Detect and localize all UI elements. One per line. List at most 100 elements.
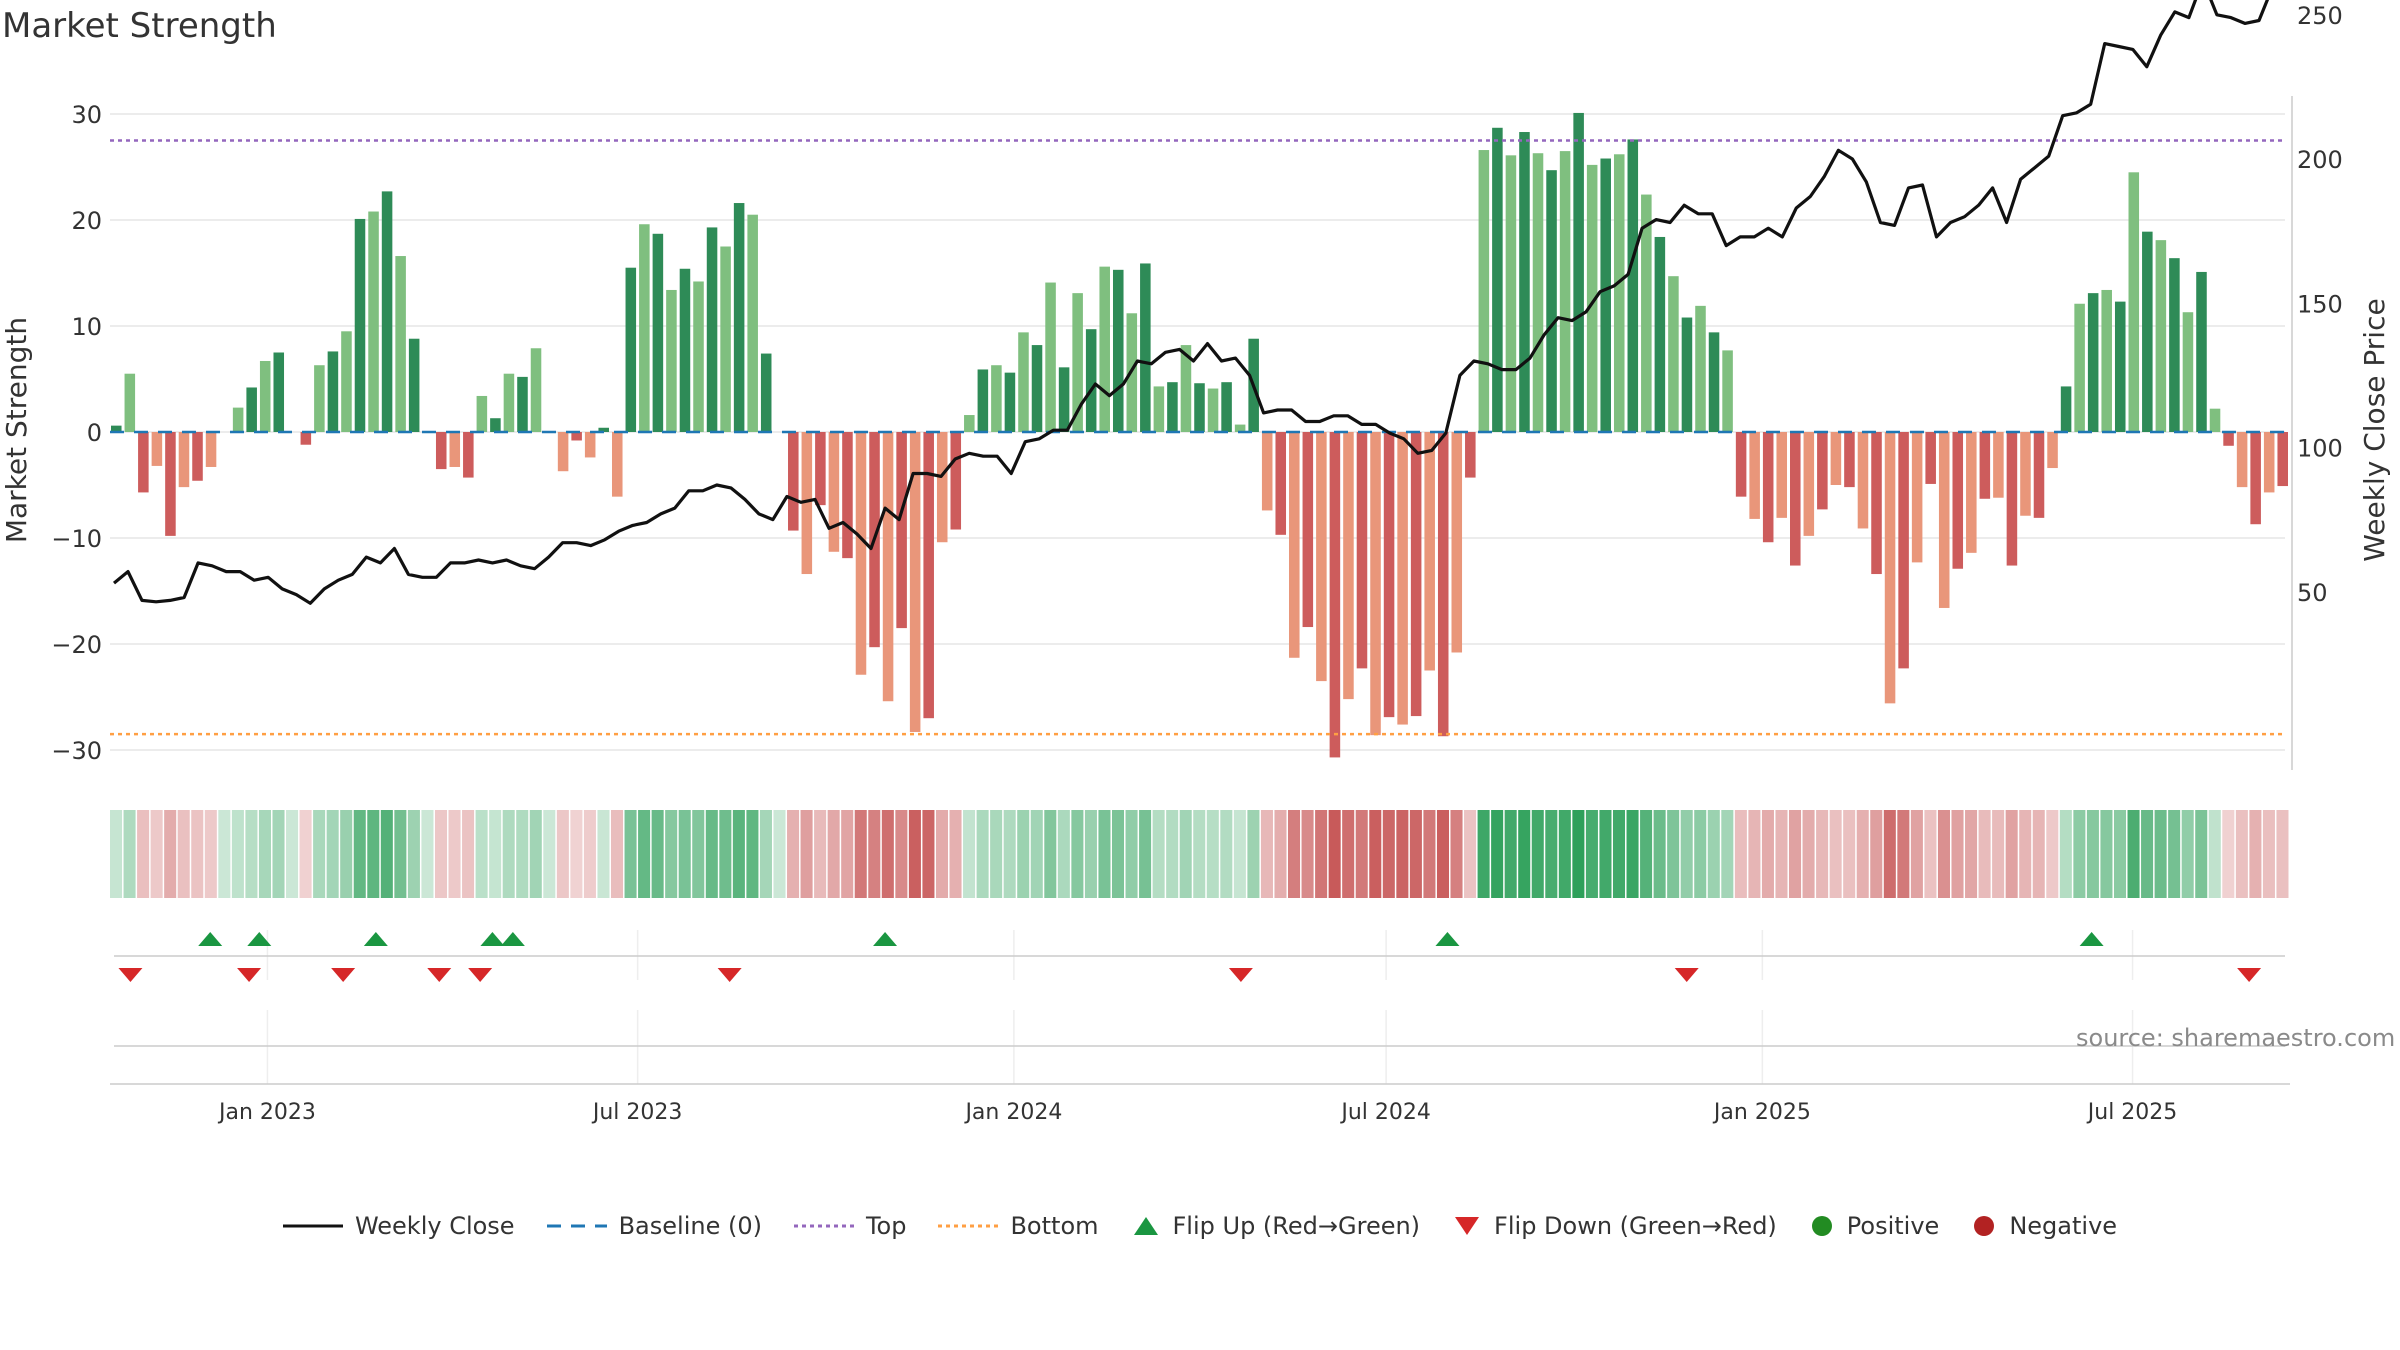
positive-bar [1180,345,1192,432]
legend-item-flip-up[interactable]: Flip Up (Red→Green) [1131,1212,1420,1240]
heat-cell [800,810,813,898]
heat-cell [2100,810,2113,898]
negative-bar [855,432,867,675]
negative-bar [1302,432,1314,628]
heat-cell [1125,810,1138,898]
heat-cell [299,810,312,898]
negative-bar [2250,432,2261,525]
y-axis-label: Market Strength [0,317,33,543]
legend-item-bottom[interactable]: Bottom [938,1212,1099,1240]
negative-bar [1397,432,1408,725]
negative-bar [1857,432,1869,529]
negative-bar [1383,432,1395,718]
heat-cell [1369,810,1382,898]
legend-label: Negative [2009,1212,2118,1240]
heat-cell [732,810,745,898]
negative-bar [950,432,962,530]
negative-bar [138,432,149,493]
heat-cell [110,810,123,898]
positive-bar [395,256,406,432]
heat-cell [1301,810,1314,898]
heat-cell [908,810,921,898]
negative-bar [1790,432,1801,566]
heat-cell [462,810,475,898]
legend: Weekly Close Baseline (0) Top Bottom Fli… [0,1212,2400,1240]
heat-cell [1585,810,1598,898]
negative-bar [815,432,826,506]
y-tick-label: 30 [71,101,102,129]
y-tick-label: 10 [71,313,102,341]
heat-cell [2249,810,2262,898]
y-tick-label: 0 [87,419,102,447]
positive-bar [490,418,501,432]
heat-cell [286,810,299,898]
heat-cell [1626,810,1639,898]
heat-cell [1721,810,1734,898]
legend-item-top[interactable]: Top [793,1212,906,1240]
positive-bar [2128,172,2140,433]
positive-bar [2087,293,2099,432]
flip-down-marker [717,968,742,982]
negative-bar [2020,432,2031,516]
legend-item-baseline[interactable]: Baseline (0) [546,1212,762,1240]
heat-cell [583,810,596,898]
heat-cell [1707,810,1720,898]
y2-tick-label: 250 [2297,2,2343,30]
heat-cell [963,810,976,898]
positive-bar [625,267,637,432]
negative-bar [557,432,569,472]
positive-bar [1167,382,1178,432]
heat-cell [1924,810,1937,898]
x-tick-label: Jul 2023 [591,1100,683,1125]
positive-bar [1654,236,1666,432]
positive-bar [1221,382,1232,432]
negative-bar [435,432,447,470]
flip-up-marker [873,932,898,946]
positive-bar [503,373,515,432]
heat-cell [2059,810,2072,898]
heat-cell [1315,810,1328,898]
heat-cell [1802,810,1815,898]
heat-cell [1071,810,1084,898]
heat-cell [787,810,800,898]
flip-down-marker [237,968,262,982]
negative-bar [2006,432,2018,566]
heat-cell [1897,810,1910,898]
heat-cell [814,810,827,898]
heat-cell [2005,810,2018,898]
legend-item-negative[interactable]: Negative [1971,1212,2117,1240]
heat-cell [1084,810,1097,898]
heat-cell [245,810,258,898]
legend-dotted-icon [938,1224,999,1228]
heat-cell [1003,810,1016,898]
legend-item-positive[interactable]: Positive [1809,1212,1939,1240]
negative-bar [300,432,312,445]
legend-item-flip-down[interactable]: Flip Down (Green→Red) [1452,1212,1777,1240]
negative-bar [2277,432,2288,487]
heat-cell [1450,810,1463,898]
negative-bar [1275,432,1287,535]
heat-cell [949,810,962,898]
heat-cell [2113,810,2127,898]
heat-cell [881,810,894,898]
heat-cell [638,810,651,898]
negative-bar [1938,432,1950,608]
y2-tick-label: 100 [2297,435,2343,463]
positive-bar [1153,386,1165,432]
heat-cell [2276,810,2289,898]
reference-lines [110,139,2285,736]
heat-cell [1653,810,1666,898]
positive-bar [2101,289,2112,432]
negative-bar [1993,432,2004,498]
legend-label: Flip Down (Green→Red) [1494,1212,1777,1240]
positive-bar [408,338,420,432]
positive-bar [1478,150,1490,433]
y2-tick-label: 50 [2297,579,2328,607]
heat-cell [164,810,177,898]
legend-item-close[interactable]: Weekly Close [282,1212,515,1240]
negative-bar [1735,432,1747,497]
flip-up-marker [500,932,525,946]
heat-cell [489,810,502,898]
positive-bar [2209,408,2221,432]
heat-cell [367,810,380,898]
